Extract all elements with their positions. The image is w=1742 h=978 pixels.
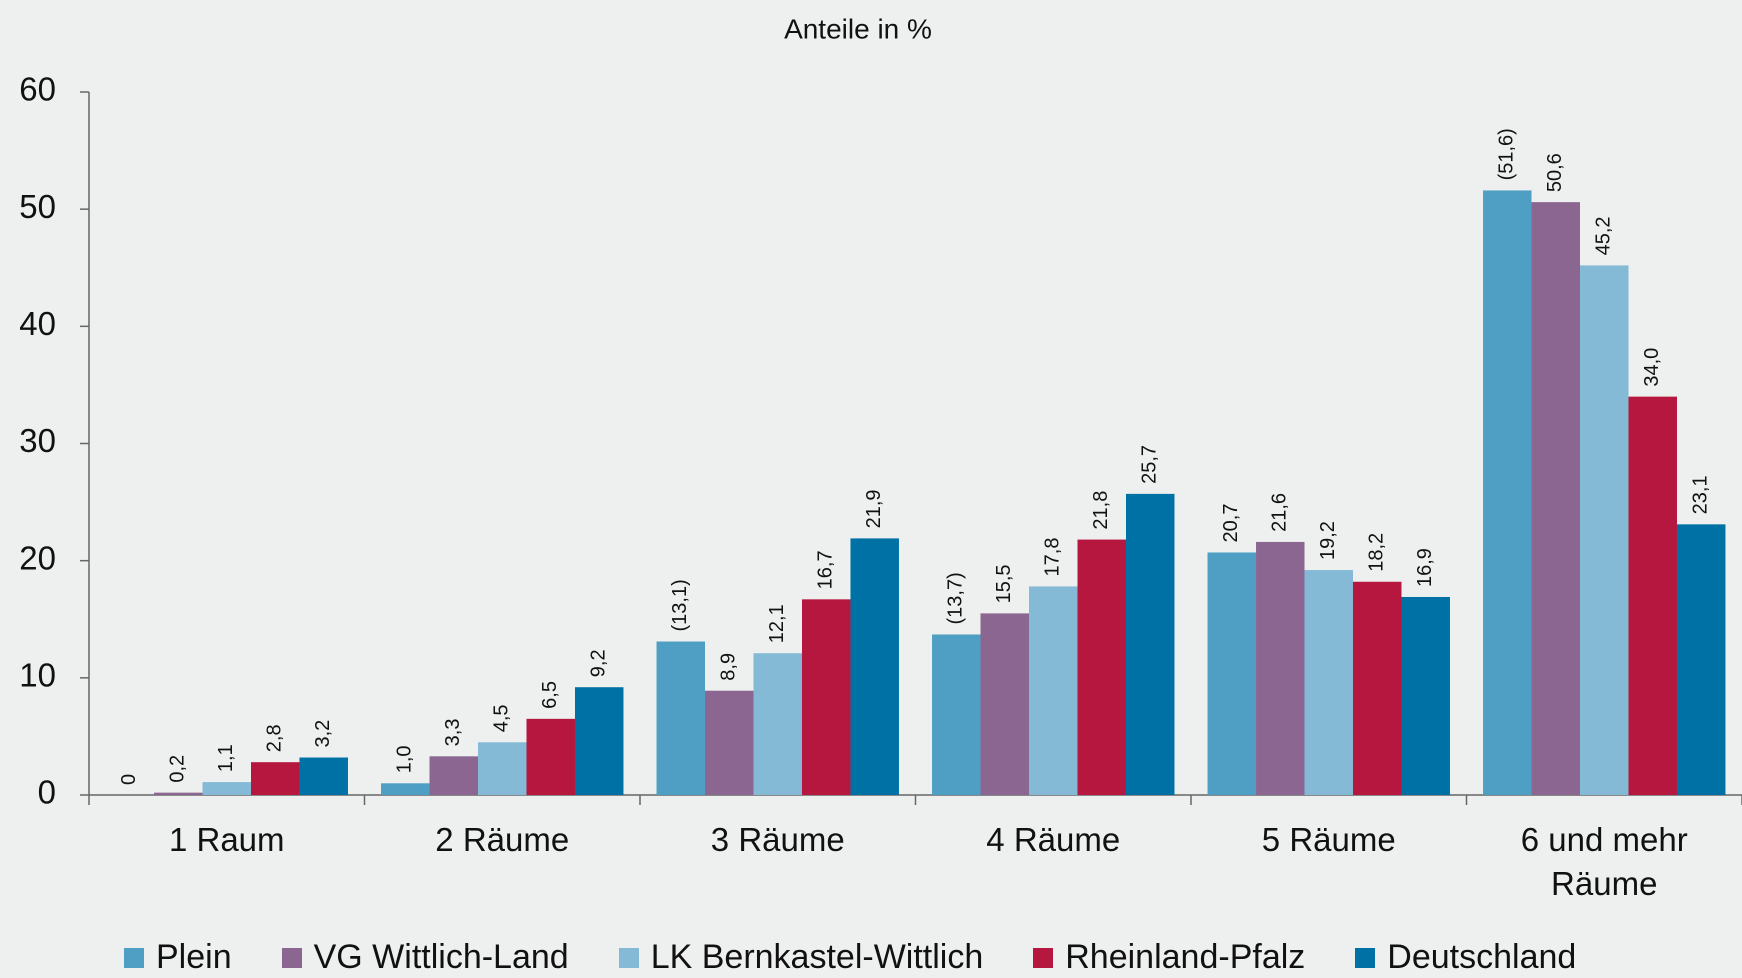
- value-label: (51,6): [1496, 128, 1518, 180]
- bar: [1401, 596, 1450, 795]
- x-tick-label: 4 Räume: [986, 821, 1121, 858]
- value-label: 18,2: [1366, 533, 1388, 572]
- y-tick-label: 0: [38, 774, 56, 811]
- legend-swatch: [1033, 947, 1054, 968]
- legend-label: VG Wittlich-Land: [313, 938, 569, 976]
- legend-label: Rheinland-Pfalz: [1065, 938, 1306, 976]
- value-label: 9,2: [588, 649, 610, 677]
- legend-swatch: [1355, 947, 1376, 968]
- value-label: 50,6: [1544, 153, 1566, 192]
- value-label: 0,2: [167, 755, 189, 783]
- y-tick-label: 50: [19, 188, 56, 225]
- bar: [250, 762, 300, 795]
- bar: [1256, 541, 1305, 795]
- legend-item: VG Wittlich-Land: [281, 938, 569, 977]
- y-tick-label: 40: [19, 305, 56, 342]
- x-tick-label: 2 Räume: [435, 821, 570, 858]
- value-label: 1,0: [394, 745, 416, 773]
- value-label: 45,2: [1593, 216, 1615, 255]
- value-label: 4,5: [491, 704, 513, 732]
- bar: [1580, 265, 1629, 795]
- bar: [1531, 202, 1581, 796]
- bar: [1352, 581, 1402, 795]
- value-label: 25,7: [1139, 445, 1161, 484]
- bar: [526, 718, 575, 795]
- legend-item: Deutschland: [1355, 938, 1576, 977]
- bar: [1029, 586, 1078, 795]
- legend-label: Plein: [156, 938, 232, 976]
- bar: [1125, 493, 1175, 795]
- value-label: 21,9: [863, 489, 885, 528]
- value-label: 17,8: [1042, 538, 1064, 577]
- bar: [753, 653, 802, 795]
- bar: [1628, 396, 1677, 795]
- chart-title: Anteile in %: [784, 13, 932, 44]
- bar: [705, 690, 754, 795]
- bar: [850, 538, 899, 795]
- y-tick-label: 30: [19, 422, 56, 459]
- bar: [154, 792, 203, 795]
- bar: [656, 641, 706, 795]
- value-label: 3,2: [312, 720, 334, 748]
- value-label: 15,5: [993, 564, 1015, 603]
- bar: [801, 599, 851, 795]
- bar: [299, 757, 348, 795]
- value-label: 12,1: [766, 604, 788, 643]
- bar: [381, 783, 430, 795]
- y-tick-label: 60: [19, 71, 56, 108]
- value-label: 21,8: [1090, 491, 1112, 530]
- bar: [1483, 190, 1532, 796]
- legend-item: Plein: [124, 938, 232, 977]
- bar: [1676, 524, 1726, 795]
- legend-swatch: [281, 947, 302, 968]
- bar: [932, 634, 981, 795]
- bar: [1207, 552, 1257, 795]
- value-label: 1,1: [215, 744, 237, 772]
- x-tick-label: 6 und mehr Räume: [1520, 821, 1688, 902]
- bar: [429, 756, 479, 795]
- legend-label: Deutschland: [1387, 938, 1577, 976]
- bar: [478, 742, 527, 795]
- bar: [574, 687, 624, 795]
- value-label: 0: [118, 774, 140, 785]
- value-label: 6,5: [539, 681, 561, 709]
- value-label: 2,8: [264, 724, 286, 752]
- value-label: 20,7: [1220, 504, 1242, 543]
- legend: Plein VG Wittlich-Land LK Bernkastel-Wittl…: [124, 938, 1576, 977]
- legend-swatch: [124, 947, 144, 968]
- value-label: (13,7): [945, 572, 967, 624]
- y-tick-label: 10: [19, 657, 56, 694]
- value-label: 21,6: [1269, 493, 1291, 532]
- value-label: 16,9: [1414, 548, 1436, 587]
- value-label: 34,0: [1641, 348, 1663, 387]
- value-label: 16,7: [815, 550, 837, 589]
- y-tick-label: 20: [19, 539, 56, 576]
- x-tick-label: 3 Räume: [710, 821, 845, 858]
- value-label: (13,1): [669, 579, 691, 631]
- value-label: 8,9: [718, 653, 740, 681]
- legend-label: LK Bernkastel-Wittlich: [650, 938, 984, 976]
- legend-swatch: [618, 947, 639, 968]
- bar: [980, 613, 1030, 795]
- value-label: 23,1: [1690, 475, 1712, 514]
- value-label: 19,2: [1317, 521, 1339, 560]
- legend-item: LK Bernkastel-Wittlich: [618, 938, 984, 977]
- bar: [1077, 539, 1126, 795]
- x-tick-label: 1 Raum: [168, 821, 285, 858]
- legend-item: Rheinland-Pfalz: [1033, 938, 1305, 977]
- bar: [1304, 570, 1353, 795]
- bar: [202, 782, 251, 795]
- value-label: 3,3: [442, 719, 464, 747]
- x-tick-label: 5 Räume: [1261, 821, 1396, 858]
